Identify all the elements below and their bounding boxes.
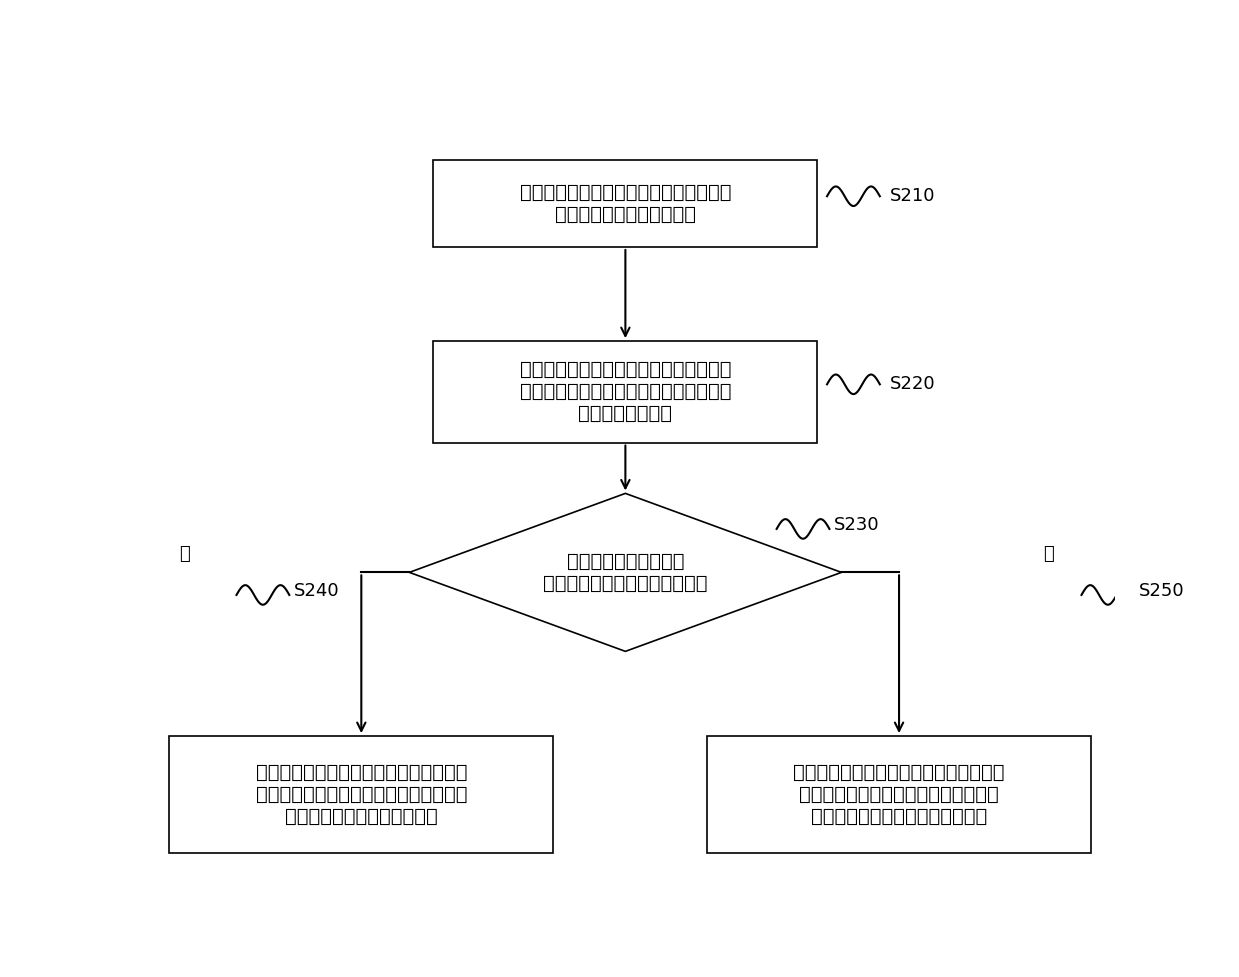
Text: S240: S240	[294, 582, 339, 600]
Bar	[707, 736, 1092, 853]
Text: S210: S210	[890, 188, 935, 205]
Text: S220: S220	[890, 375, 935, 394]
Text: S250: S250	[1139, 582, 1184, 600]
Text: 从站系统的从站控制器将根据不同预设协
议要求，对数据进行打包，并将打包的
数据发送至预设协议对应的模块中: 从站系统的从站控制器将根据不同预设协 议要求，对数据进行打包，并将打包的 数据发…	[793, 763, 1005, 826]
Text: 否: 否	[1043, 544, 1054, 563]
Polygon shape	[409, 493, 841, 652]
Text: 从站控制器判断链路层
数据包中的数据是否为输入数据: 从站控制器判断链路层 数据包中的数据是否为输入数据	[543, 552, 707, 593]
Text: 是: 是	[178, 544, 190, 563]
Text: 从站控制器根据预设的数据结构，获取不
同预设协议的链路层数据包: 从站控制器根据预设的数据结构，获取不 同预设协议的链路层数据包	[519, 184, 731, 225]
Text: 从站系统的从站控制器将根据主站控制器
发送的数据帧请求，将从站控制器的存储
区内的数据上传至主站控制器: 从站系统的从站控制器将根据主站控制器 发送的数据帧请求，将从站控制器的存储 区内…	[255, 763, 467, 826]
Bar	[434, 341, 818, 443]
Text: S230: S230	[834, 516, 880, 534]
Bar	[170, 736, 554, 853]
Text: 从站控制器对链路层数据包进行解析，并
将链路层数据包对应的数据结构保存到从
站控制器的存储区: 从站控制器对链路层数据包进行解析，并 将链路层数据包对应的数据结构保存到从 站控…	[519, 361, 731, 423]
Bar	[434, 160, 818, 247]
